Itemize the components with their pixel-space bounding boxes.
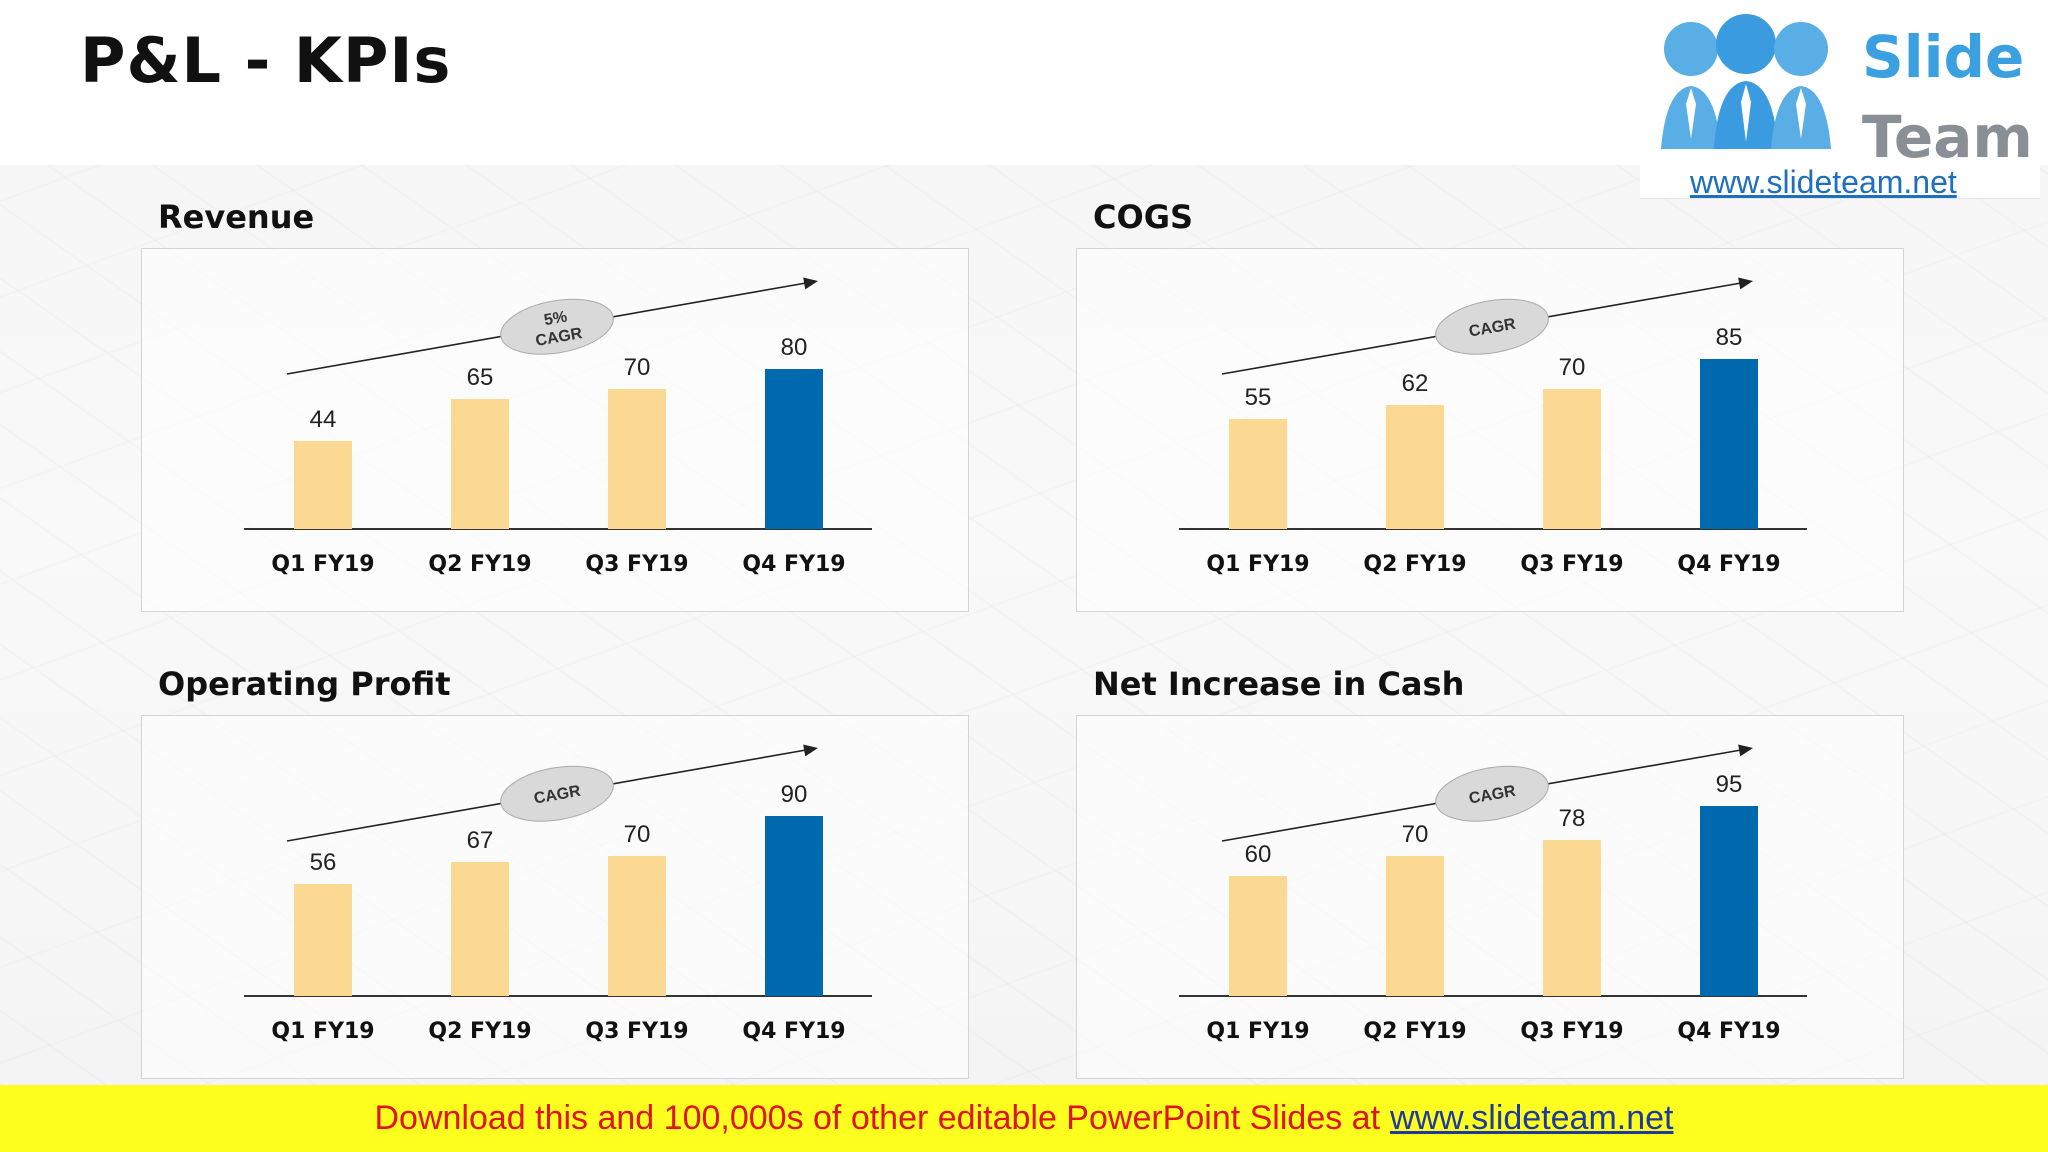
bar-q4-fy19 <box>765 369 823 529</box>
data-label: 70 <box>624 354 651 381</box>
data-label: 80 <box>781 334 808 361</box>
bar-q2-fy19 <box>1386 856 1444 996</box>
category-label: Q1 FY19 <box>271 1019 374 1044</box>
category-label: Q1 FY19 <box>1206 552 1309 577</box>
category-label: Q3 FY19 <box>585 552 688 577</box>
data-label: 62 <box>1402 370 1429 397</box>
data-label: 55 <box>1245 384 1272 411</box>
bar-q3-fy19 <box>608 389 666 529</box>
arrow-head <box>1738 277 1753 290</box>
slideteam-logo[interactable]: Slide Team www.slideteam.net <box>1640 8 2040 200</box>
category-label: Q2 FY19 <box>428 552 531 577</box>
footer-banner: Download this and 100,000s of other edit… <box>0 1085 2048 1152</box>
arrow-head <box>803 277 818 290</box>
category-label: Q3 FY19 <box>585 1019 688 1044</box>
footer-link[interactable]: www.slideteam.net <box>1390 1099 1674 1137</box>
bar-q1-fy19 <box>294 884 352 996</box>
category-label: Q2 FY19 <box>428 1019 531 1044</box>
bar-q2-fy19 <box>451 399 509 529</box>
logo-text-team: Team <box>1862 103 2033 171</box>
bar-q2-fy19 <box>451 862 509 996</box>
bar-q1-fy19 <box>294 441 352 529</box>
data-label: 95 <box>1716 771 1743 798</box>
bar-q4-fy19 <box>1700 806 1758 996</box>
data-label: 70 <box>1559 354 1586 381</box>
bar-q3-fy19 <box>1543 389 1601 529</box>
category-label: Q4 FY19 <box>742 552 845 577</box>
category-label: Q3 FY19 <box>1520 552 1623 577</box>
operating-profit-chart-panel: 56 Q1 FY19 67 Q2 FY19 70 Q3 FY19 90 Q4 FY19 CAGR <box>141 715 969 1079</box>
category-label: Q1 FY19 <box>271 552 374 577</box>
cagr-badge: CAGR <box>1435 765 1549 822</box>
bar-q2-fy19 <box>1386 405 1444 529</box>
net-increase-cash-title: Net Increase in Cash <box>1093 665 1465 703</box>
category-label: Q1 FY19 <box>1206 1019 1309 1044</box>
data-label: 56 <box>310 849 337 876</box>
logo-url-link[interactable]: www.slideteam.net <box>1690 164 1957 200</box>
data-label: 70 <box>624 821 651 848</box>
arrow-head <box>803 744 818 757</box>
cagr-label: 5% <box>543 308 569 329</box>
bar-q4-fy19 <box>765 816 823 996</box>
arrow-head <box>1738 744 1753 757</box>
category-label: Q2 FY19 <box>1363 1019 1466 1044</box>
cagr-badge: CAGR <box>1435 298 1549 355</box>
bar-q1-fy19 <box>1229 419 1287 529</box>
page-title: P&L - KPIs <box>80 24 452 97</box>
data-label: 70 <box>1402 821 1429 848</box>
category-label: Q4 FY19 <box>1677 1019 1780 1044</box>
logo-text-slide: Slide <box>1862 23 2025 91</box>
revenue-chart: 44 Q1 FY19 65 Q2 FY19 70 Q3 FY19 80 Q4 FY19 5%CA… <box>244 277 872 577</box>
operating-profit-chart: 56 Q1 FY19 67 Q2 FY19 70 Q3 FY19 90 Q4 FY19 CAGR <box>244 744 872 1044</box>
cogs-title: COGS <box>1093 198 1193 236</box>
revenue-title: Revenue <box>158 198 315 236</box>
data-label: 65 <box>467 364 494 391</box>
revenue-chart-panel: 44 Q1 FY19 65 Q2 FY19 70 Q3 FY19 80 Q4 FY19 5% CA… <box>141 248 969 612</box>
operating-profit-title: Operating Profit <box>158 665 451 703</box>
category-label: Q2 FY19 <box>1363 552 1466 577</box>
bar-q3-fy19 <box>608 856 666 996</box>
data-label: 90 <box>781 781 808 808</box>
net-increase-cash-chart-panel: 60 Q1 FY19 70 Q2 FY19 78 Q3 FY19 95 Q4 FY19 CAGR <box>1076 715 1904 1079</box>
cagr-badge: CAGR <box>500 765 614 822</box>
bar-q1-fy19 <box>1229 876 1287 996</box>
category-label: Q4 FY19 <box>1677 552 1780 577</box>
data-label: 67 <box>467 827 494 854</box>
data-label: 44 <box>310 406 337 433</box>
cogs-chart-panel: 55 Q1 FY19 62 Q2 FY19 70 Q3 FY19 85 Q4 FY19 CAGR <box>1076 248 1904 612</box>
bar-q4-fy19 <box>1700 359 1758 529</box>
footer-text: Download this and 100,000s of other edit… <box>374 1099 1381 1137</box>
cogs-chart: 55 Q1 FY19 62 Q2 FY19 70 Q3 FY19 85 Q4 FY19 CAGR <box>1179 277 1807 577</box>
bar-q3-fy19 <box>1543 840 1601 996</box>
category-label: Q3 FY19 <box>1520 1019 1623 1044</box>
data-label: 78 <box>1559 805 1586 832</box>
data-label: 60 <box>1245 841 1272 868</box>
cagr-badge: 5%CAGR <box>500 298 614 355</box>
category-label: Q4 FY19 <box>742 1019 845 1044</box>
data-label: 85 <box>1716 324 1743 351</box>
net-increase-cash-chart: 60 Q1 FY19 70 Q2 FY19 78 Q3 FY19 95 Q4 FY19 CAGR <box>1179 744 1807 1044</box>
people-icon <box>1661 14 1831 149</box>
